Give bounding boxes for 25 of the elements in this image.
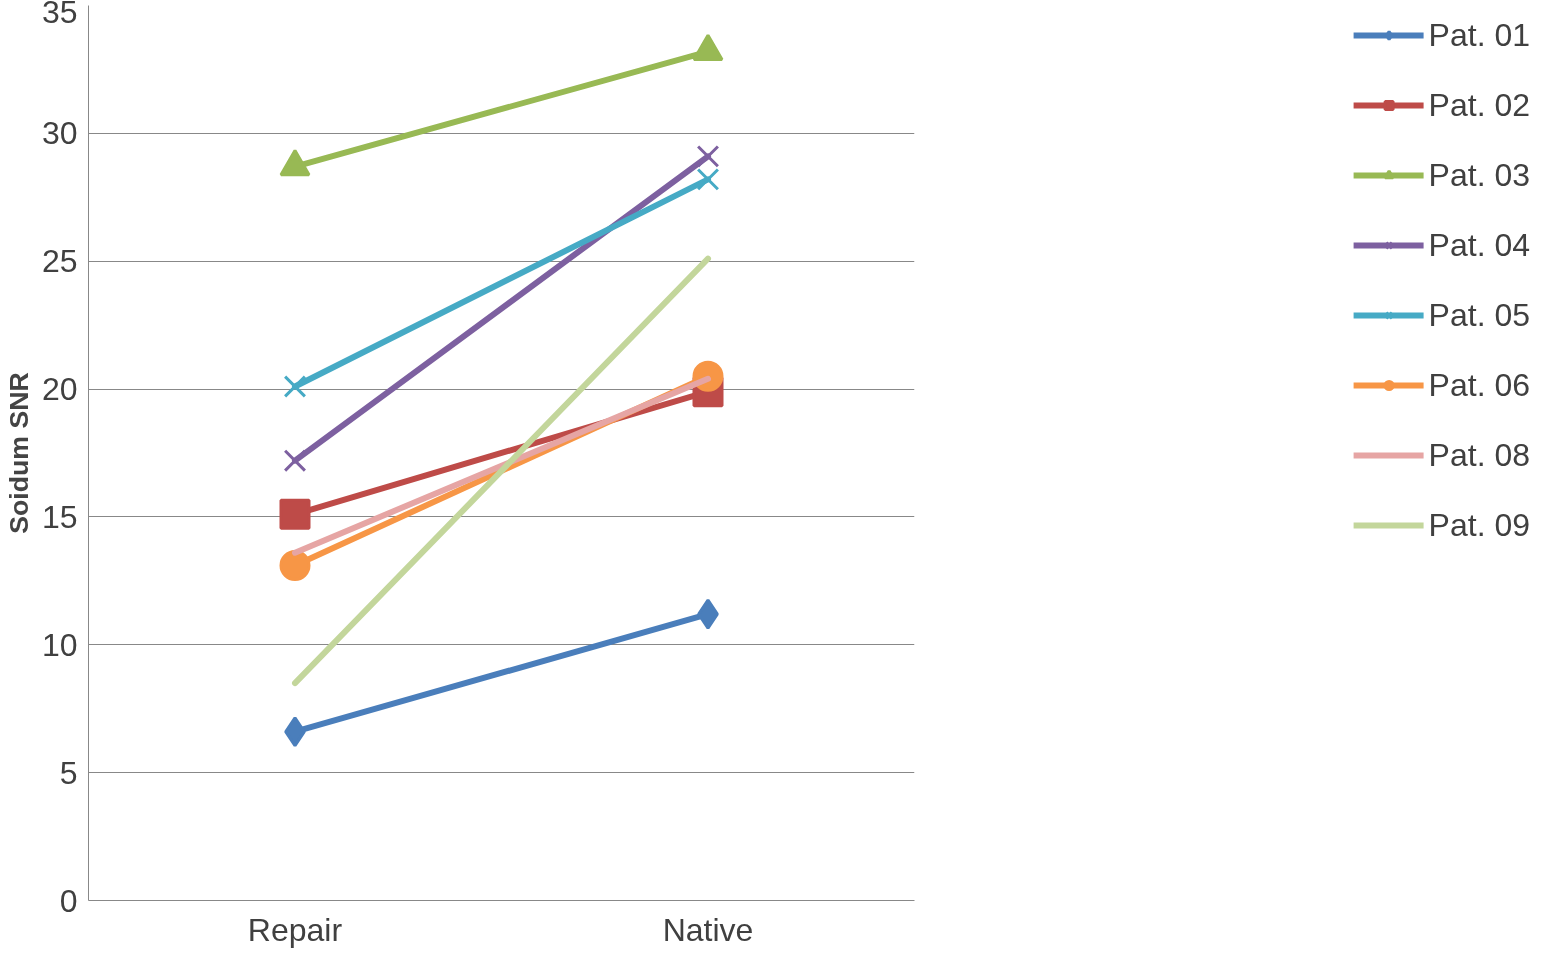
point [696, 144, 720, 168]
legend-label: Pat. 08 [1428, 435, 1530, 475]
x-tick-label: Repair [247, 911, 343, 948]
legend-label: Pat. 09 [1428, 505, 1530, 545]
y-tick-label: 15 [41, 498, 78, 535]
point [283, 449, 307, 473]
y-tick-label: 20 [41, 371, 78, 408]
y-tick-label: 35 [41, 0, 78, 30]
y-tick-label: 5 [59, 754, 78, 791]
y-tick-label: 30 [41, 115, 78, 152]
legend-label: Pat. 05 [1428, 295, 1530, 335]
legend-label: Pat. 04 [1428, 225, 1530, 265]
legend-label: Pat. 02 [1428, 85, 1530, 125]
legend-label: Pat. 06 [1428, 365, 1530, 405]
y-axis-title: Soidum SNR [3, 372, 34, 534]
legend-label: Pat. 03 [1428, 155, 1530, 195]
point [279, 498, 311, 530]
legend-label: Pat. 01 [1428, 15, 1530, 55]
y-tick-label: 25 [41, 243, 78, 280]
point [279, 550, 311, 581]
point [696, 167, 720, 191]
x-tick-label: Native [662, 911, 754, 948]
y-tick-label: 10 [41, 626, 78, 663]
y-tick-label: 0 [59, 882, 78, 919]
point [283, 375, 307, 398]
